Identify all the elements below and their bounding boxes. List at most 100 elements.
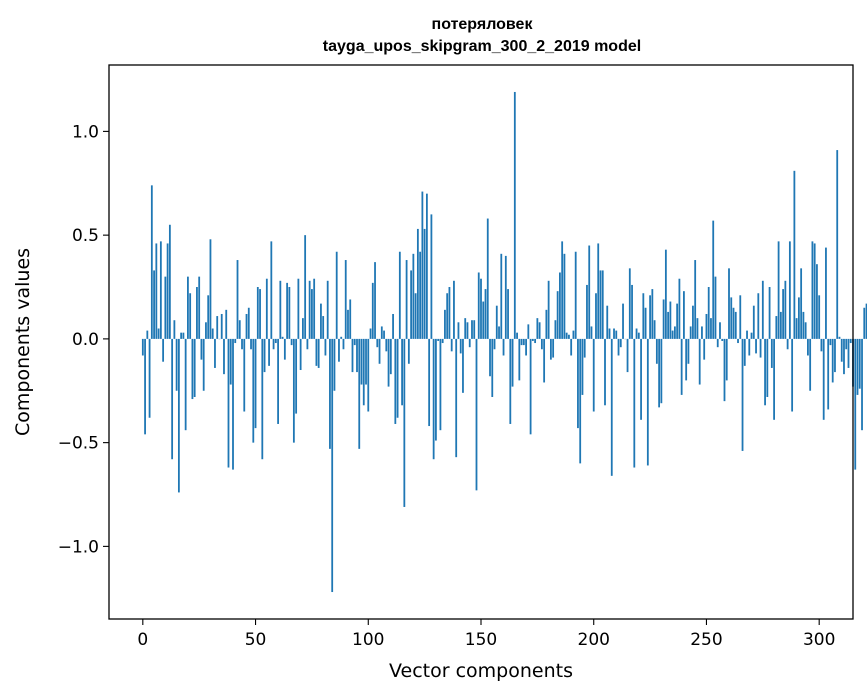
bar: [730, 297, 733, 339]
bar: [755, 338, 757, 354]
bar: [353, 338, 356, 346]
bar: [610, 338, 613, 476]
bar: [563, 253, 566, 339]
bar: [694, 260, 697, 339]
bar: [407, 338, 410, 364]
bar: [376, 338, 379, 348]
bar: [655, 338, 658, 364]
bar: [843, 338, 845, 375]
bar: [856, 338, 859, 395]
bar: [854, 338, 857, 470]
x-tick-label: 50: [245, 630, 267, 650]
bar: [678, 278, 681, 339]
bar: [577, 338, 579, 429]
bar: [471, 320, 473, 339]
bar: [820, 338, 823, 352]
y-axis-ticks: 1.0 0.5 0.0 −0.5 −1.0: [58, 122, 109, 557]
bar: [365, 338, 367, 385]
bar: [259, 289, 261, 339]
bar: [543, 338, 546, 383]
bar: [202, 338, 205, 391]
bar: [829, 338, 832, 346]
bar: [662, 299, 665, 339]
bar: [568, 334, 570, 339]
bar: [795, 318, 798, 339]
bar: [236, 260, 239, 339]
bar: [680, 338, 683, 395]
bar: [141, 338, 144, 356]
bar: [581, 338, 584, 395]
bar: [162, 338, 165, 362]
bar: [349, 299, 352, 339]
bar: [741, 338, 744, 451]
bar: [804, 322, 807, 339]
bar: [196, 287, 198, 339]
bar: [637, 332, 640, 339]
bar: [274, 338, 277, 344]
bar: [177, 338, 180, 493]
bar: [374, 262, 376, 339]
bar: [344, 260, 347, 339]
bar: [272, 338, 275, 350]
bar: [232, 338, 234, 470]
bar: [453, 280, 455, 339]
bar: [380, 326, 383, 339]
bar: [788, 241, 791, 339]
bar: [513, 91, 516, 339]
bar: [561, 241, 564, 339]
bar: [261, 338, 264, 460]
bar: [425, 193, 428, 339]
bar: [229, 338, 232, 385]
bar: [728, 268, 730, 339]
y-tick-label: 0.0: [72, 330, 99, 350]
bar: [175, 338, 178, 391]
bar: [698, 338, 701, 385]
bar: [419, 251, 422, 339]
bar: [518, 338, 521, 381]
bar: [385, 338, 388, 352]
bar: [412, 253, 415, 339]
bar: [786, 338, 789, 350]
bar: [710, 318, 712, 339]
bar: [725, 338, 728, 381]
bar: [410, 270, 413, 339]
bar: [277, 338, 279, 424]
bar: [507, 289, 509, 339]
bar: [234, 338, 237, 344]
bar: [182, 332, 185, 339]
bar: [768, 287, 771, 339]
bar: [329, 338, 331, 449]
bar: [536, 318, 539, 339]
bar: [265, 278, 268, 339]
bar: [491, 338, 494, 397]
bar: [198, 276, 201, 339]
bar: [748, 338, 751, 356]
bar: [297, 278, 300, 339]
bar: [493, 338, 496, 350]
bar: [331, 338, 334, 593]
bar: [245, 313, 248, 339]
bar: [773, 338, 775, 420]
bar: [601, 270, 604, 339]
bar: [685, 338, 688, 381]
bar: [547, 280, 550, 339]
bar: [574, 251, 577, 339]
bar: [649, 295, 651, 339]
bar: [705, 313, 708, 339]
bar: [292, 338, 295, 443]
bar: [615, 330, 618, 339]
bar: [525, 338, 527, 356]
bar: [311, 289, 313, 339]
bar: [784, 280, 787, 339]
bar: [403, 338, 406, 507]
bar: [486, 218, 489, 339]
bar: [243, 338, 246, 412]
plot-area-frame: [108, 64, 854, 620]
bar: [707, 287, 710, 339]
bar: [279, 280, 282, 339]
bar: [421, 191, 424, 339]
bar: [777, 241, 780, 339]
bar: [256, 287, 259, 339]
bar: [254, 338, 257, 429]
